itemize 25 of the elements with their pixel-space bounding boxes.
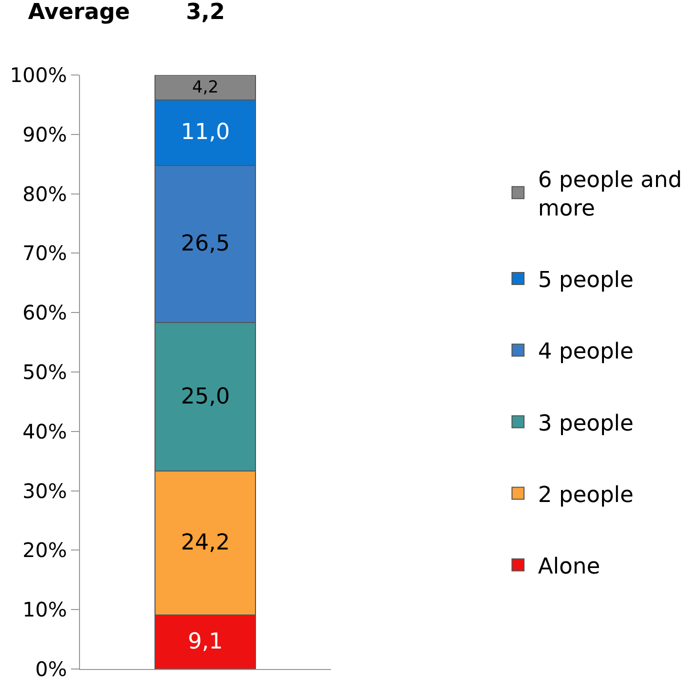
legend-label: 6 people and more: [538, 168, 682, 222]
y-tick-label: 30%: [22, 478, 67, 503]
legend-label: 4 people: [538, 340, 634, 365]
y-tick-label: 60%: [22, 300, 67, 325]
y-tick-label: 50%: [22, 360, 67, 384]
data-label: 25,0: [180, 384, 230, 410]
data-label: 11,0: [180, 120, 230, 146]
data-label: 9,1: [188, 629, 223, 654]
y-tick-label: 20%: [22, 538, 67, 562]
text: Average: [28, 0, 130, 25]
legend-label: 5 people: [538, 268, 634, 294]
y-tick-label: 10%: [22, 598, 67, 622]
text: 3,2: [186, 0, 225, 25]
y-tick-label: 70%: [22, 241, 67, 266]
y-tick-label: 90%: [22, 122, 67, 146]
legend-label: 3 people: [538, 411, 634, 436]
data-label: 26,5: [180, 231, 230, 256]
y-tick-label: 80%: [22, 182, 67, 206]
legend-label: Alone: [538, 554, 600, 580]
y-tick-label: 40%: [22, 419, 67, 444]
data-label: 4,2: [192, 77, 219, 96]
legend-label: 2 people: [538, 482, 634, 508]
y-tick-label: 100%: [10, 63, 67, 87]
data-label: 24,2: [180, 530, 230, 556]
y-tick-label: 0%: [35, 657, 67, 681]
